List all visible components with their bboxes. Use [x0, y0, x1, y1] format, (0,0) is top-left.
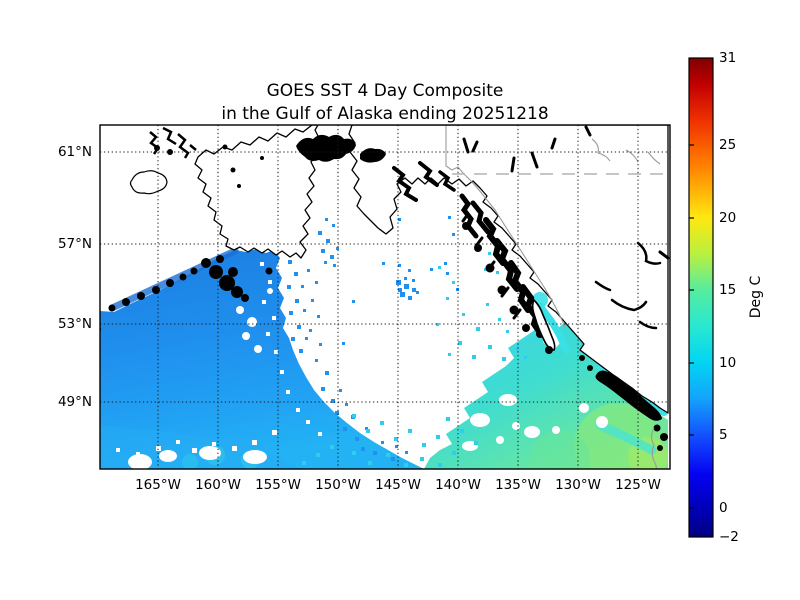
cbtick-0: 0	[719, 500, 728, 516]
cloud-gaps	[128, 288, 608, 469]
plot-title-line1: GOES SST 4 Day Composite	[266, 81, 504, 101]
xtick-155w: 155°W	[255, 477, 301, 493]
islet	[579, 355, 585, 361]
cbtick-25: 25	[719, 137, 737, 153]
xtick-130w: 130°W	[555, 477, 601, 493]
colorbar	[688, 57, 714, 538]
cbtick-10: 10	[719, 355, 737, 371]
sst-pixels-cyan	[302, 216, 527, 467]
chugach-coast-mass	[296, 134, 356, 162]
pws-fjords	[392, 161, 456, 202]
ytick-49n: 49°N	[57, 394, 92, 410]
land-layer	[100, 125, 670, 469]
peninsula-fringe-islands	[100, 267, 198, 332]
cbtick-5: 5	[719, 427, 728, 443]
islet	[222, 144, 228, 150]
colorbar-axis-label: Deg C	[748, 275, 764, 319]
ytick-57n: 57°N	[57, 236, 92, 252]
cloud-speckles	[116, 262, 322, 456]
plot-title-line2: in the Gulf of Alaska ending 20251218	[221, 104, 549, 124]
vancouver-island	[595, 370, 662, 421]
islet	[167, 149, 173, 155]
alaska-peninsula-coastline	[194, 125, 320, 259]
haida-gwaii-island	[531, 298, 556, 351]
haida-gwaii-south-tip	[545, 346, 553, 354]
hecate-strait-water	[536, 302, 570, 354]
river-gray	[625, 149, 639, 163]
islet	[587, 365, 593, 371]
bc-interior-features	[594, 241, 670, 330]
xtick-160w: 160°W	[195, 477, 241, 493]
olympic-coast-fragment	[660, 433, 668, 441]
colorbar-gradient	[688, 57, 714, 538]
cbtick-neg2: −2	[719, 529, 739, 545]
olympic-coast-fragment	[657, 445, 663, 451]
cbtick-15: 15	[719, 282, 737, 298]
sst-blue-region	[100, 249, 424, 469]
cyan-patch	[182, 454, 198, 469]
political-borders-gray	[445, 125, 661, 469]
cbtick-20: 20	[719, 210, 737, 226]
colorbar-ticks	[689, 144, 694, 509]
green-patch	[530, 430, 590, 469]
islet	[237, 184, 241, 188]
river-gray	[647, 151, 661, 165]
xtick-125w: 125°W	[615, 477, 661, 493]
islet	[260, 156, 264, 160]
graticule	[100, 125, 670, 469]
river-gray	[591, 138, 611, 162]
olympic-coast-fragment	[653, 424, 661, 432]
kodiak-islands	[201, 255, 273, 302]
plot-title: GOES SST 4 Day Composite in the Gulf of …	[100, 80, 670, 126]
washington-coast-gray	[650, 427, 657, 469]
bristol-bay-coast-fragments	[149, 126, 197, 159]
islet	[154, 145, 160, 151]
islet	[230, 167, 236, 173]
lake	[129, 170, 168, 195]
ytick-53n: 53°N	[57, 316, 92, 332]
coastal-cyan	[595, 420, 657, 455]
alaska-bc-mainland-coastline	[348, 125, 669, 414]
xtick-135w: 135°W	[495, 477, 541, 493]
panhandle-border	[462, 172, 566, 328]
xtick-165w: 165°W	[135, 477, 181, 493]
map-frame	[99, 124, 671, 470]
sst-field	[100, 210, 668, 469]
yukon-lakes	[462, 125, 592, 173]
alaska-canada-border-141w	[445, 125, 464, 174]
cbtick-31: 31	[719, 50, 737, 66]
coastal-dark-blue-band	[108, 247, 239, 312]
xtick-150w: 150°W	[315, 477, 361, 493]
xtick-145w: 145°W	[375, 477, 421, 493]
xtick-140w: 140°W	[435, 477, 481, 493]
ytick-61n: 61°N	[57, 144, 92, 160]
